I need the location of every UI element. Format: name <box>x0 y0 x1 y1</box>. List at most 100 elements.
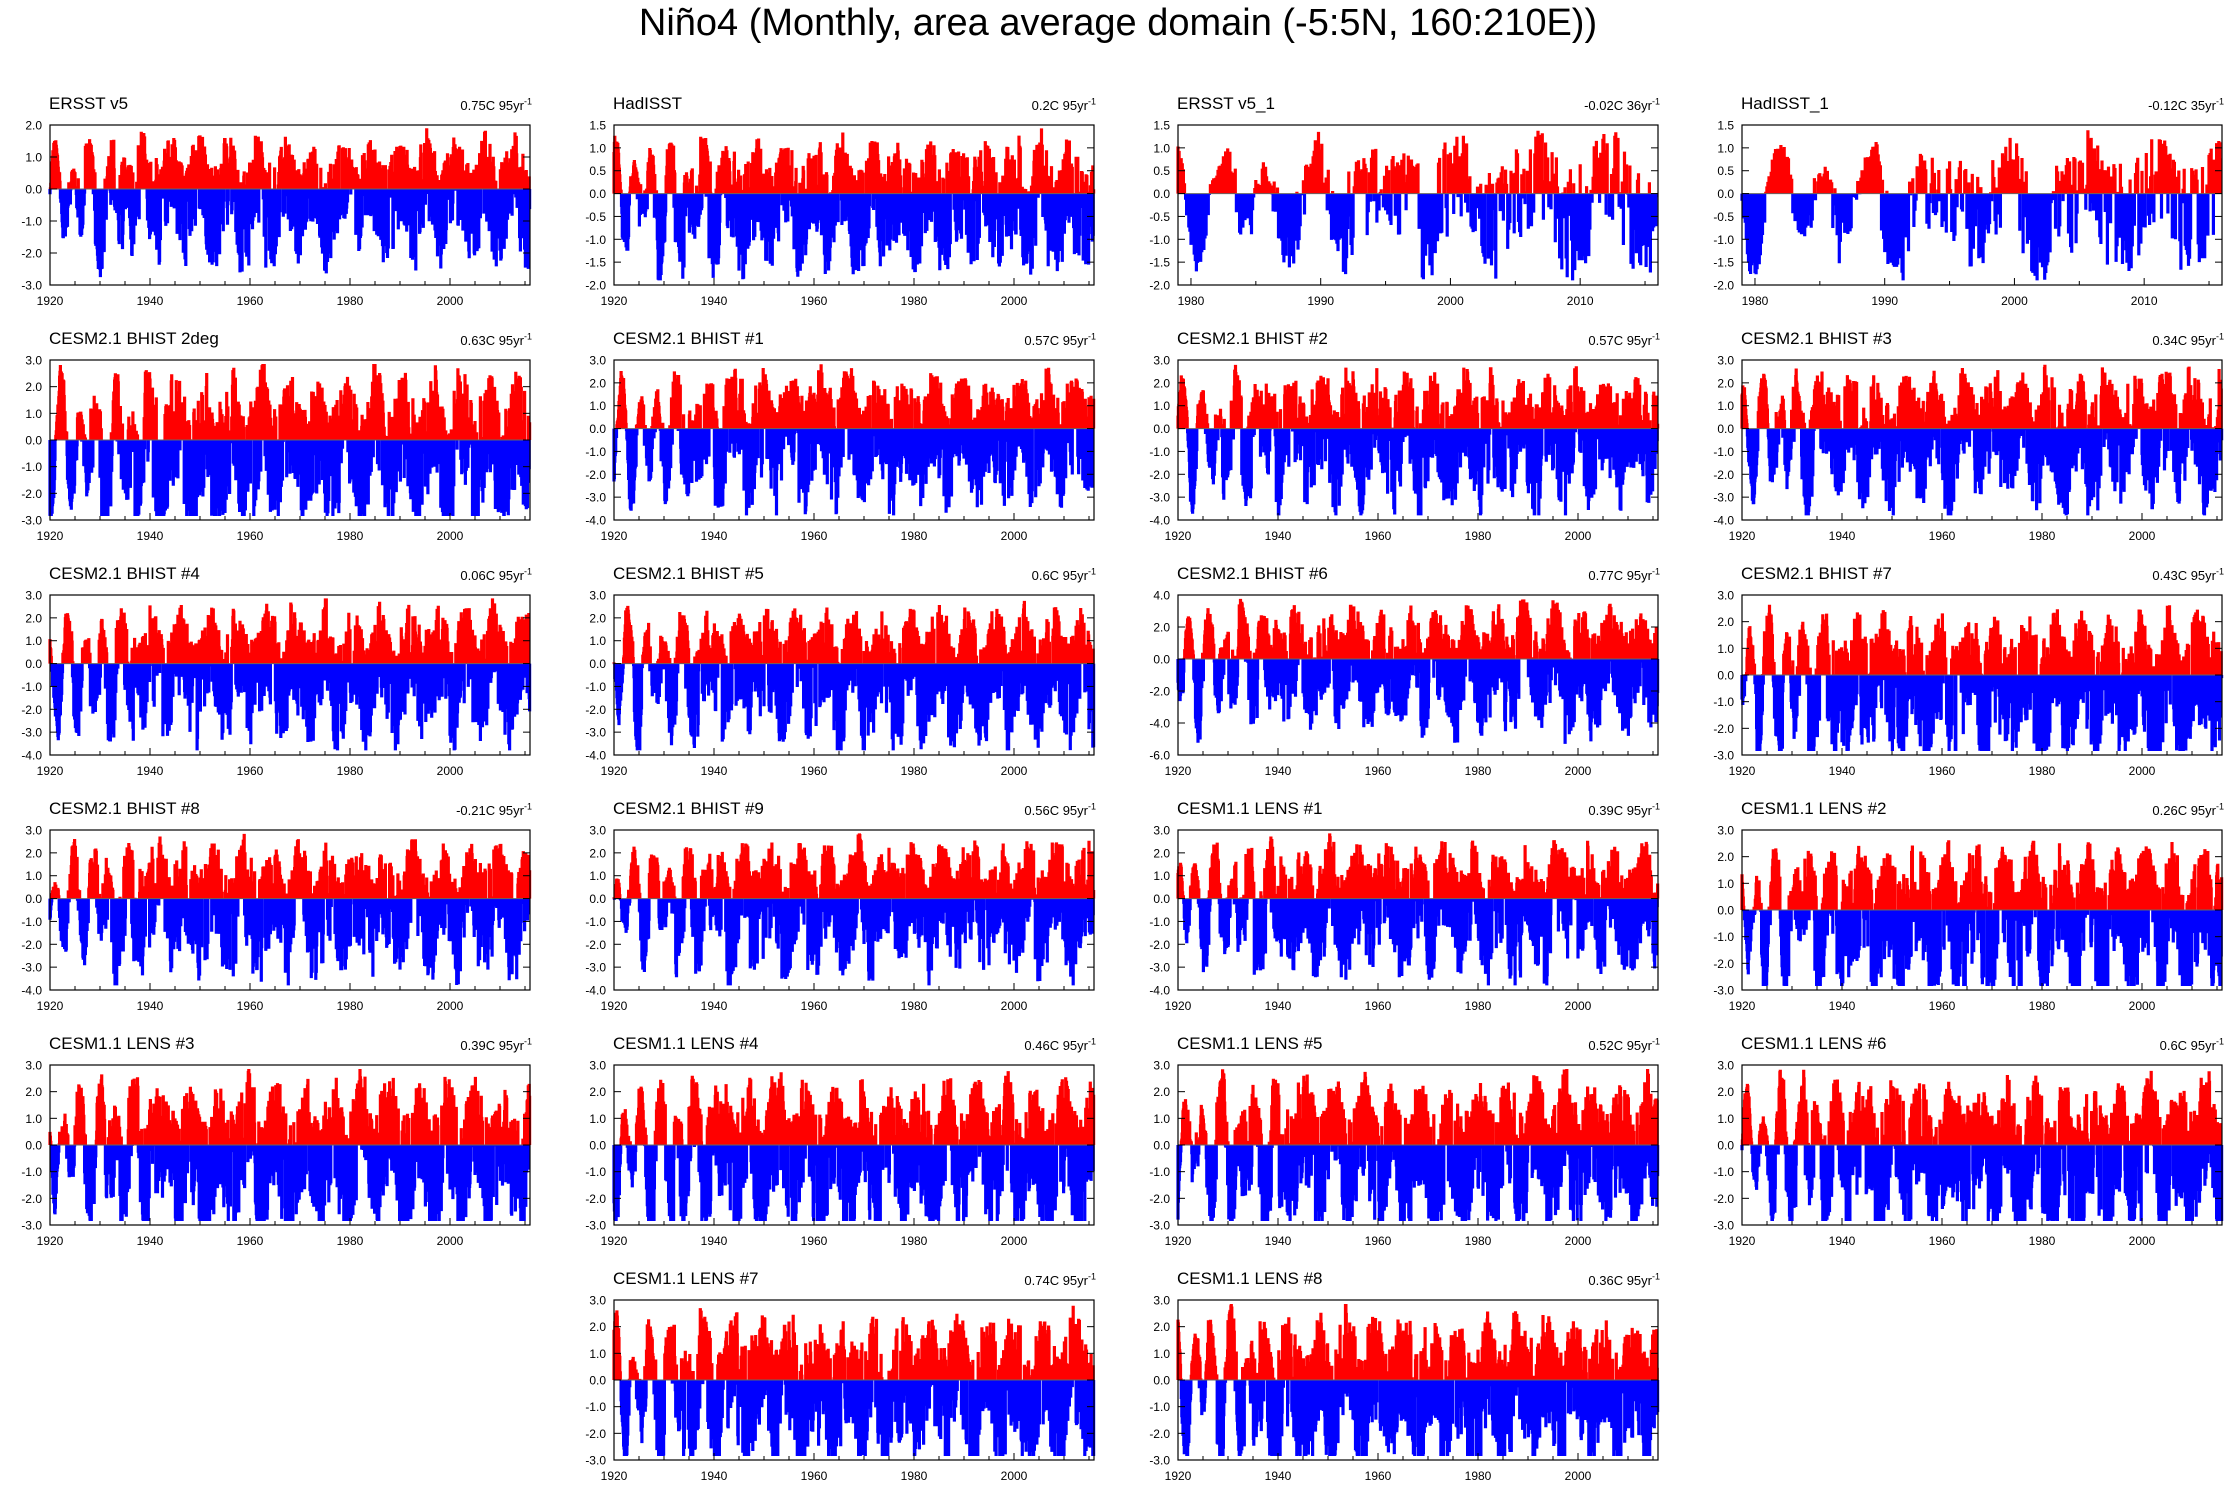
x-tick-label: 1940 <box>701 764 728 778</box>
x-tick-label: 1960 <box>1365 529 1392 543</box>
y-tick-label: 0.0 <box>1717 422 1734 436</box>
x-tick-label: 2000 <box>2129 529 2156 543</box>
y-tick-label: 0.0 <box>1153 1374 1170 1388</box>
negative-anomaly-series <box>1740 1145 2224 1221</box>
y-tick-label: -4.0 <box>1149 984 1170 998</box>
positive-anomaly-series <box>1179 1069 1659 1145</box>
x-tick-label: 1980 <box>2029 764 2056 778</box>
y-tick-label: 0.0 <box>1153 653 1170 667</box>
y-tick-label: 1.0 <box>1717 1112 1734 1126</box>
y-tick-label: 1.0 <box>1153 1347 1170 1361</box>
positive-anomaly-series <box>1740 364 2223 429</box>
x-tick-label: 1980 <box>337 764 364 778</box>
y-tick-label: 2.0 <box>1153 846 1170 860</box>
positive-anomaly-series <box>612 833 1096 899</box>
x-tick-label: 1960 <box>1365 1469 1392 1483</box>
y-tick-label: -3.0 <box>21 961 42 975</box>
panel-title: CESM1.1 LENS #8 <box>1177 1269 1323 1288</box>
x-tick-label: 1940 <box>701 1234 728 1248</box>
negative-anomaly-series <box>612 1145 1095 1221</box>
x-tick-label: 2000 <box>1001 294 1028 308</box>
y-tick-label: -3.0 <box>585 1219 606 1233</box>
trend-label: 0.43C 95yr-1 <box>2152 566 2224 583</box>
y-tick-label: 0.0 <box>1717 669 1734 683</box>
y-tick-label: -2.0 <box>585 468 606 482</box>
x-tick-label: 1980 <box>2029 1234 2056 1248</box>
negative-anomaly-series <box>48 189 532 278</box>
x-tick-label: 1960 <box>1365 764 1392 778</box>
x-tick-label: 1960 <box>1929 1234 1956 1248</box>
x-tick-label: 1920 <box>601 764 628 778</box>
y-tick-label: 2.0 <box>1717 376 1734 390</box>
negative-anomaly-series <box>48 440 531 516</box>
negative-anomaly-series <box>48 898 530 986</box>
y-tick-label: -4.0 <box>585 984 606 998</box>
y-tick-label: -2.0 <box>21 487 42 501</box>
x-tick-label: 1980 <box>337 1234 364 1248</box>
x-tick-label: 1980 <box>1178 294 1205 308</box>
y-tick-label: 1.0 <box>589 1347 606 1361</box>
x-tick-label: 1990 <box>1307 294 1334 308</box>
y-tick-label: 3.0 <box>589 824 606 838</box>
y-tick-label: -3.0 <box>1149 1454 1170 1468</box>
y-tick-label: 1.0 <box>1717 877 1734 891</box>
trend-label: -0.12C 35yr-1 <box>2148 96 2224 113</box>
y-tick-label: -1.0 <box>1713 695 1734 709</box>
negative-anomaly-series <box>612 428 1095 516</box>
y-tick-label: -1.0 <box>1713 445 1734 459</box>
y-tick-label: -1.0 <box>585 445 606 459</box>
x-tick-label: 1940 <box>137 529 164 543</box>
x-tick-label: 1940 <box>1829 1234 1856 1248</box>
panel-title: ERSST v5_1 <box>1177 94 1275 113</box>
y-tick-label: -3.0 <box>585 726 606 740</box>
y-tick-label: -4.0 <box>1149 717 1170 731</box>
y-tick-label: 3.0 <box>25 824 42 838</box>
timeseries-plot: 1.5 1.0 0.5 0.0 -0.5 -1.0 -1.5 -2.0 1980 1990 2000… <box>1713 119 2223 308</box>
y-tick-label: -2.0 <box>585 938 606 952</box>
trend-label: 0.57C 95yr-1 <box>1024 331 1096 348</box>
x-tick-label: 2000 <box>1565 529 1592 543</box>
x-tick-label: 1920 <box>1165 999 1192 1013</box>
plot-frame <box>49 829 531 991</box>
timeseries-plot: 1.5 1.0 0.5 0.0 -0.5 -1.0 -1.5 -2.0 1980 1990 2000… <box>1149 119 1659 308</box>
y-tick-label: -1.0 <box>1713 930 1734 944</box>
trend-label: 0.63C 95yr-1 <box>460 331 532 348</box>
y-tick-label: -2.0 <box>1149 468 1170 482</box>
positive-anomaly-series <box>54 364 532 440</box>
plot-frame <box>1177 359 1659 521</box>
y-tick-label: 1.5 <box>1153 119 1170 133</box>
y-tick-label: -1.0 <box>585 233 606 247</box>
y-tick-label: -1.0 <box>21 1165 42 1179</box>
panel-title: CESM1.1 LENS #3 <box>49 1034 195 1053</box>
negative-anomaly-series <box>619 1380 1096 1456</box>
x-tick-label: 2000 <box>1001 999 1028 1013</box>
x-tick-label: 1940 <box>1265 999 1292 1013</box>
y-tick-label: 1.0 <box>1717 399 1734 413</box>
y-tick-label: -3.0 <box>585 491 606 505</box>
trend-label: 0.6C 95yr-1 <box>2159 1036 2224 1053</box>
panel-title: CESM2.1 BHIST #1 <box>613 329 764 348</box>
negative-anomaly-series <box>612 663 1096 751</box>
positive-anomaly-series <box>612 1305 1095 1380</box>
y-tick-label: 2.0 <box>25 380 42 394</box>
y-tick-label: -2.0 <box>21 1192 42 1206</box>
y-tick-label: 1.0 <box>589 869 606 883</box>
y-tick-label: -1.0 <box>21 915 42 929</box>
y-tick-label: -1.0 <box>1149 1165 1170 1179</box>
y-tick-label: -4.0 <box>1713 514 1734 528</box>
x-tick-label: 2010 <box>2131 294 2158 308</box>
positive-anomaly-series <box>1176 1304 1659 1380</box>
y-tick-label: 0.0 <box>1717 187 1734 201</box>
positive-anomaly-series <box>50 833 532 899</box>
y-tick-label: -1.0 <box>1713 1165 1734 1179</box>
y-tick-label: 0.0 <box>589 1139 606 1153</box>
y-tick-label: 1.5 <box>1717 119 1734 133</box>
x-tick-label: 1960 <box>801 1234 828 1248</box>
